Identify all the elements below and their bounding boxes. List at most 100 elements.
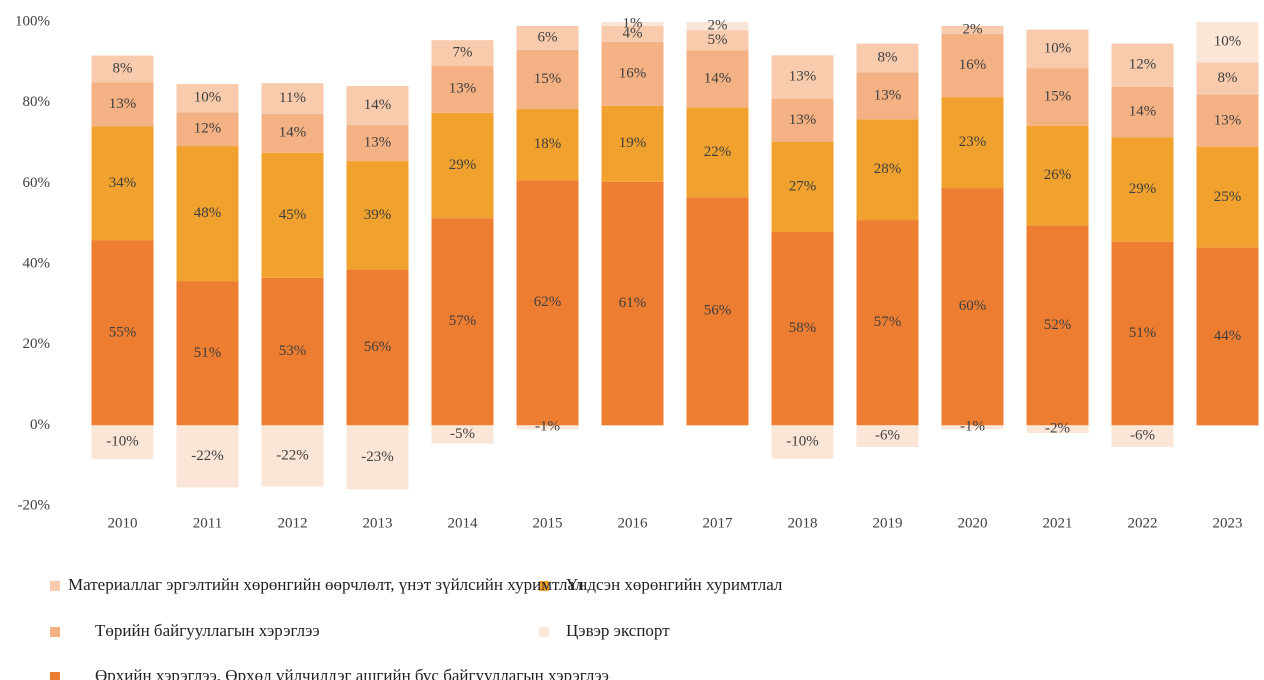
y-tick-label: 60% [23, 175, 51, 191]
data-label: 15% [534, 71, 562, 87]
bar-segment [431, 40, 494, 66]
bar-segment [346, 124, 409, 162]
bar-segment [516, 108, 579, 181]
data-label: -6% [875, 428, 900, 444]
x-tick-label: 2013 [363, 515, 393, 531]
bar-segment [856, 425, 919, 447]
bar-segment [1111, 43, 1174, 87]
bar-segment [1196, 94, 1259, 148]
bar-segment [1196, 147, 1259, 248]
legend-label: Цэвэр экспорт [566, 621, 670, 640]
bar-segment [941, 188, 1004, 426]
bar-segment [941, 425, 1004, 430]
bar-segment [601, 105, 664, 182]
data-label: 22% [704, 144, 732, 160]
bar-segment [1196, 22, 1259, 63]
data-label: 16% [959, 57, 987, 73]
data-label: 51% [194, 345, 222, 361]
data-label: -22% [276, 447, 309, 463]
data-label: 44% [1214, 328, 1242, 344]
bar-segment [601, 41, 664, 106]
x-tick-label: 2021 [1043, 515, 1073, 531]
bar-segment [516, 25, 579, 50]
data-label: 18% [534, 136, 562, 152]
bar-segment [1196, 247, 1259, 426]
bar-segment [261, 425, 324, 487]
data-label: 57% [449, 313, 477, 329]
data-label: 29% [1129, 181, 1157, 197]
data-label: 4% [623, 25, 643, 41]
x-tick-label: 2019 [873, 515, 903, 531]
data-label: 56% [364, 339, 392, 355]
data-label: 13% [364, 134, 392, 150]
data-label: 28% [874, 161, 902, 177]
bar-segment [601, 181, 664, 426]
y-tick-label: -20% [18, 497, 51, 513]
data-label: 13% [789, 68, 817, 84]
data-label: 13% [109, 96, 137, 112]
bar-segment [941, 25, 1004, 34]
bar-segment [346, 161, 409, 270]
bar-segment [941, 33, 1004, 98]
bar-segment [176, 146, 239, 282]
data-label: 7% [453, 44, 473, 60]
bar-segment [856, 220, 919, 426]
data-label: 56% [704, 303, 732, 319]
data-label: 27% [789, 178, 817, 194]
data-label: 2% [708, 18, 728, 34]
bar-segment [1111, 241, 1174, 426]
x-tick-label: 2011 [193, 515, 222, 531]
bar-segment [686, 50, 749, 108]
data-label: 25% [1214, 189, 1242, 205]
bar-segment [1111, 137, 1174, 242]
bar-segment [261, 83, 324, 114]
x-tick-label: 2015 [533, 515, 563, 531]
legend-label: Материаллаг эргэлтийн хөрөнгийн өөрчлөлт… [68, 575, 584, 594]
legend-label: Үндсэн хөрөнгийн хуримтлал [566, 575, 783, 594]
x-tick-label: 2023 [1213, 515, 1243, 531]
data-label: 5% [708, 32, 728, 48]
data-label: 19% [619, 135, 647, 151]
data-label: 34% [109, 175, 137, 191]
bar-segment [261, 277, 324, 426]
legend-marker [539, 581, 549, 591]
bar-segment [856, 43, 919, 73]
bar-segment [91, 240, 154, 426]
data-label: 45% [279, 207, 307, 223]
y-tick-label: 20% [23, 336, 51, 352]
legend-marker [50, 581, 60, 591]
bar-segment [176, 84, 239, 113]
bar-segment [516, 49, 579, 109]
bar-segment [686, 197, 749, 426]
bar-segment [601, 25, 664, 42]
data-label: -6% [1130, 428, 1155, 444]
data-label: 29% [449, 157, 477, 173]
bar-segment [771, 142, 834, 232]
bar-segment [601, 22, 664, 26]
y-tick-label: 100% [15, 13, 50, 29]
data-label: 61% [619, 295, 647, 311]
data-label: 15% [1044, 88, 1072, 104]
x-tick-label: 2017 [703, 515, 734, 531]
bar-segment [771, 98, 834, 142]
bar-segment [91, 55, 154, 83]
bar-segment [431, 218, 494, 426]
legend-marker [50, 627, 60, 637]
data-label: 53% [279, 343, 307, 359]
bar-segment [176, 112, 239, 147]
bar-segment [516, 180, 579, 426]
data-label: 14% [364, 97, 392, 113]
bar-segment [1026, 425, 1089, 434]
data-label: 48% [194, 205, 222, 221]
bar-segment [91, 425, 154, 459]
bar-segment [261, 113, 324, 153]
x-tick-label: 2020 [958, 515, 988, 531]
bar-segment [346, 269, 409, 426]
bar-segment [771, 232, 834, 426]
data-label: 10% [194, 90, 222, 106]
bar-segment [261, 152, 324, 278]
bar-segment [91, 82, 154, 127]
bar-segment [176, 281, 239, 426]
data-label: -22% [191, 448, 224, 464]
